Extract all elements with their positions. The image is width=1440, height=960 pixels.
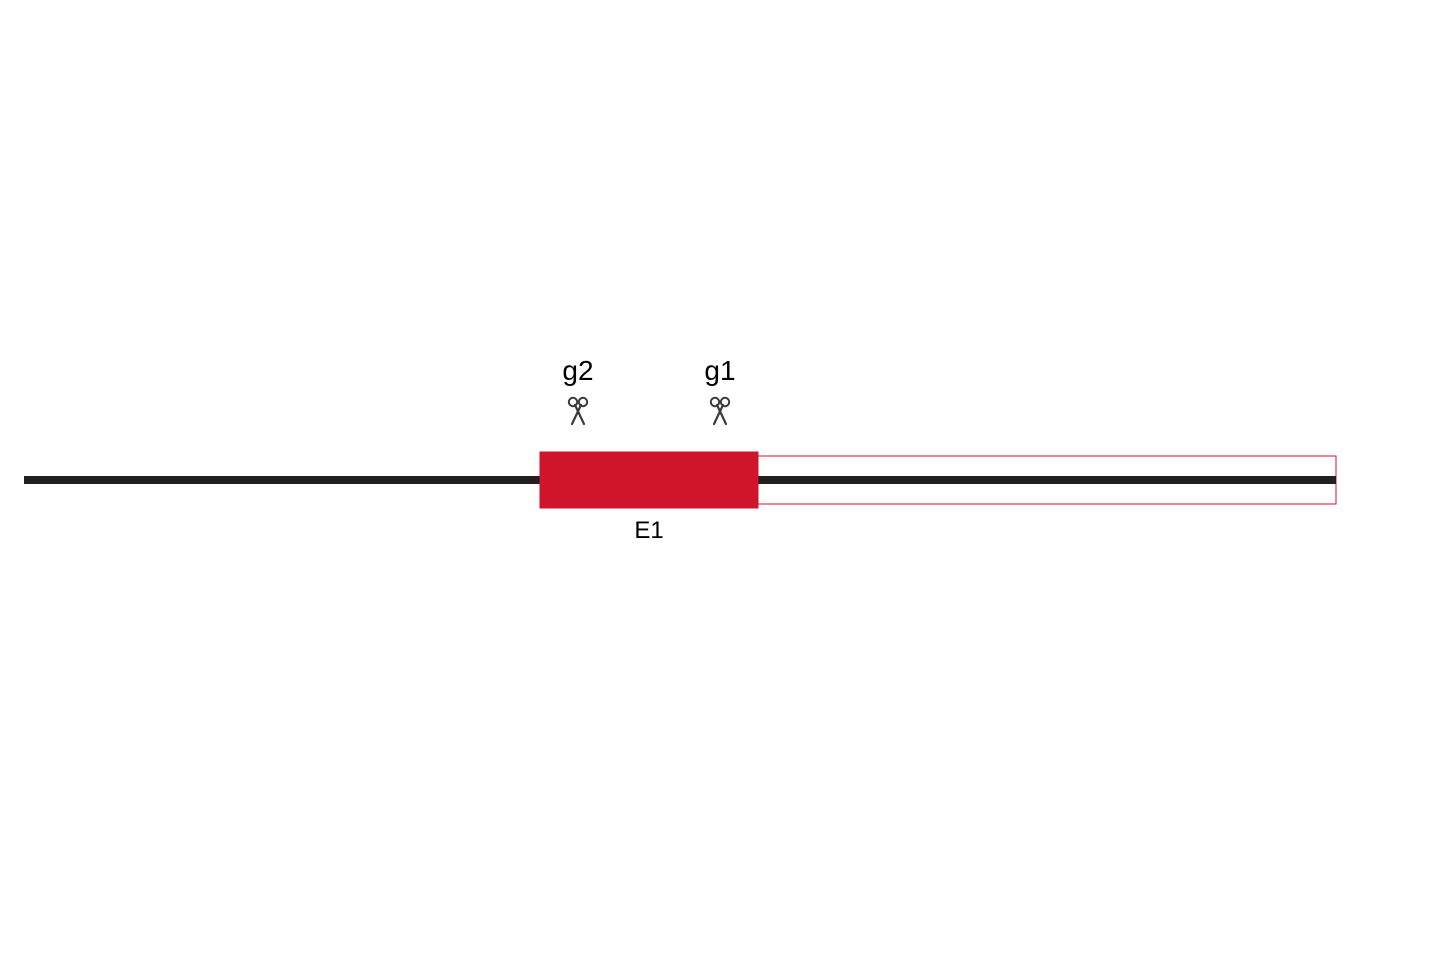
exon-label: E1	[634, 517, 663, 544]
exon-filled-box	[540, 452, 758, 508]
guide-label-g2: g2	[562, 355, 593, 386]
guide-label-g1: g1	[704, 355, 735, 386]
